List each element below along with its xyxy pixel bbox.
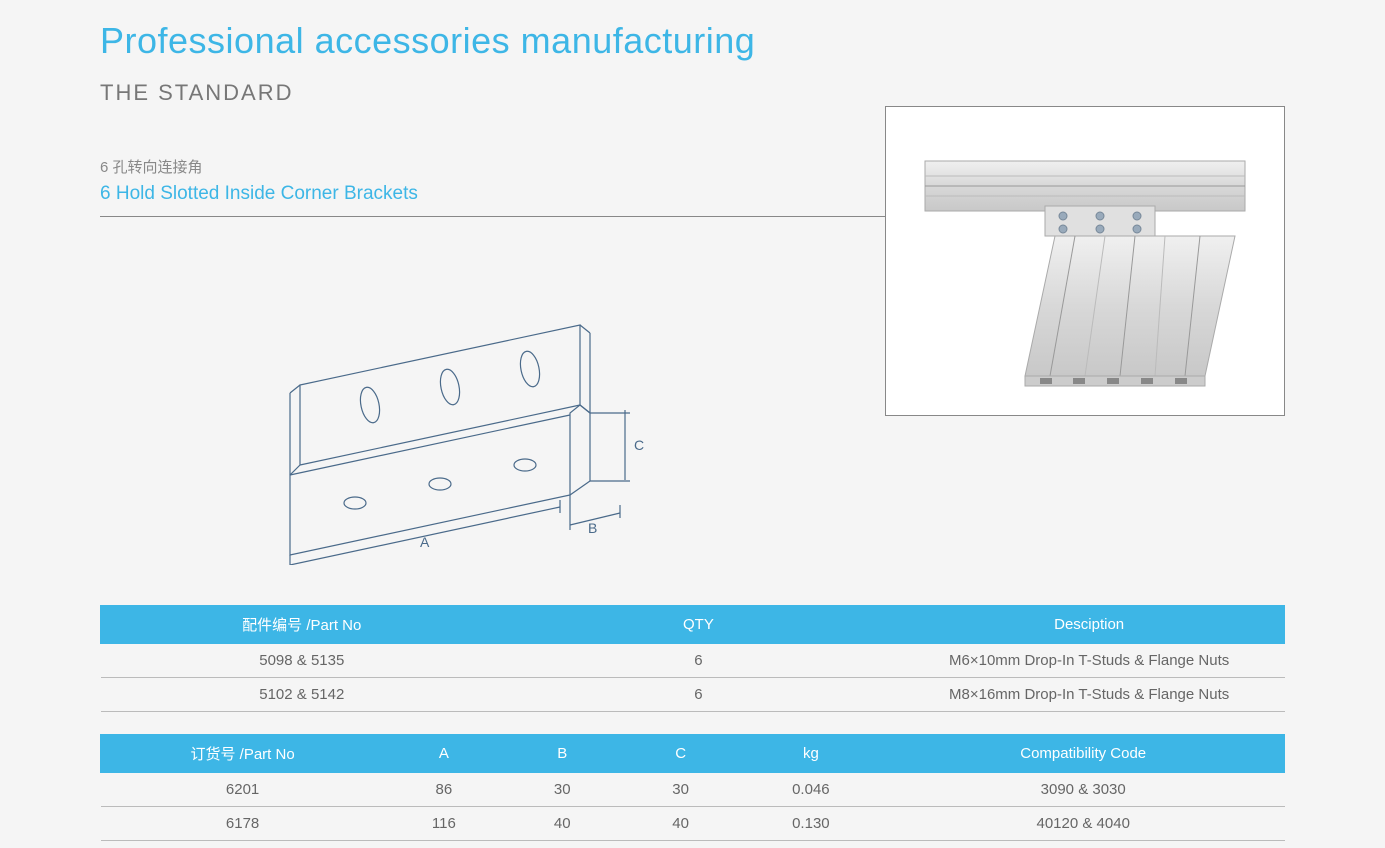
- table-row: 5098 & 5135 6 M6×10mm Drop-In T-Studs & …: [101, 644, 1285, 678]
- table-header-row: 配件编号 /Part No QTY Desciption: [101, 606, 1285, 644]
- dim-label-b: B: [588, 520, 597, 536]
- cell: 30: [503, 773, 621, 807]
- cell: 6: [503, 644, 894, 678]
- table-row: 6178 116 40 40 0.130 40120 & 4040: [101, 807, 1285, 841]
- product-photo-placeholder: [905, 131, 1265, 391]
- cell: 6: [503, 678, 894, 712]
- table-row: 6201 86 30 30 0.046 3090 & 3030: [101, 773, 1285, 807]
- page-container: Professional accessories manufacturing T…: [100, 20, 1285, 841]
- cell: 40: [621, 807, 739, 841]
- col-qty: QTY: [503, 606, 894, 644]
- col-part-no: 配件编号 /Part No: [101, 606, 504, 644]
- product-section: 6 孔转向连接角 6 Hold Slotted Inside Corner Br…: [100, 156, 1285, 565]
- main-title: Professional accessories manufacturing: [100, 20, 1285, 62]
- cell: M8×16mm Drop-In T-Studs & Flange Nuts: [894, 678, 1285, 712]
- col-part-no: 订货号 /Part No: [101, 735, 385, 773]
- cell: 5102 & 5142: [101, 678, 504, 712]
- cell: 6178: [101, 807, 385, 841]
- table-header-row: 订货号 /Part No A B C kg Compatibility Code: [101, 735, 1285, 773]
- product-photo-frame: [885, 106, 1285, 416]
- cell: 116: [385, 807, 503, 841]
- tables-container: 配件编号 /Part No QTY Desciption 5098 & 5135…: [100, 605, 1285, 841]
- dim-label-c: C: [634, 437, 644, 453]
- cell: 6201: [101, 773, 385, 807]
- col-a: A: [385, 735, 503, 773]
- col-compat: Compatibility Code: [882, 735, 1285, 773]
- col-b: B: [503, 735, 621, 773]
- accessories-table: 配件编号 /Part No QTY Desciption 5098 & 5135…: [100, 605, 1285, 712]
- cell: M6×10mm Drop-In T-Studs & Flange Nuts: [894, 644, 1285, 678]
- col-c: C: [621, 735, 739, 773]
- dim-label-a: A: [420, 534, 430, 550]
- col-kg: kg: [740, 735, 882, 773]
- cell: 30: [621, 773, 739, 807]
- cell: 5098 & 5135: [101, 644, 504, 678]
- cell: 0.130: [740, 807, 882, 841]
- cell: 40: [503, 807, 621, 841]
- cell: 40120 & 4040: [882, 807, 1285, 841]
- subtitle: THE STANDARD: [100, 80, 1285, 106]
- table-row: 5102 & 5142 6 M8×16mm Drop-In T-Studs & …: [101, 678, 1285, 712]
- cell: 0.046: [740, 773, 882, 807]
- cell: 3090 & 3030: [882, 773, 1285, 807]
- specifications-table: 订货号 /Part No A B C kg Compatibility Code…: [100, 734, 1285, 841]
- col-description: Desciption: [894, 606, 1285, 644]
- technical-drawing: A B C: [230, 265, 690, 565]
- cell: 86: [385, 773, 503, 807]
